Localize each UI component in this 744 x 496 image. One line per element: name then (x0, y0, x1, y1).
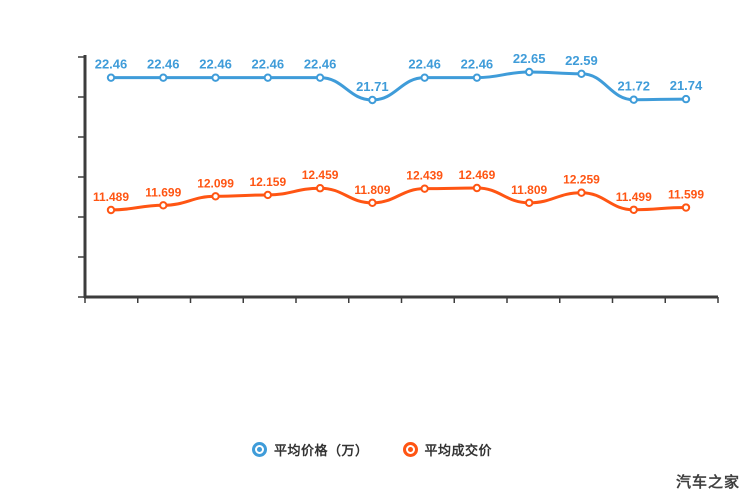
legend-label-avg-price: 平均价格（万） (273, 443, 369, 458)
data-point-label: 11.809 (511, 183, 547, 197)
data-point-marker[interactable] (263, 190, 273, 200)
data-point-label: 22.46 (147, 57, 180, 72)
data-point-marker[interactable] (263, 73, 273, 82)
data-point-marker[interactable] (681, 203, 691, 212)
data-point-marker[interactable] (629, 95, 638, 104)
data-point-marker[interactable] (472, 73, 482, 82)
data-point-marker[interactable] (368, 95, 377, 105)
data-point-marker[interactable] (629, 205, 638, 214)
data-point-marker[interactable] (159, 201, 168, 210)
data-point-label: 11.599 (668, 188, 704, 202)
data-point-label: 11.499 (616, 190, 652, 204)
data-point-label: 22.46 (408, 57, 441, 72)
legend-marker-orange-icon (402, 442, 418, 457)
data-point-marker[interactable] (524, 198, 534, 208)
data-point-label: 22.46 (252, 57, 285, 72)
legend-label-avg-deal-price: 平均成交价 (424, 443, 493, 458)
series-line-0 (111, 70, 687, 102)
data-point-label: 11.809 (354, 183, 390, 197)
data-point-label: 22.65 (513, 51, 546, 66)
legend-item-avg-price[interactable]: 平均价格（万） (251, 440, 369, 459)
data-point-marker[interactable] (211, 73, 220, 82)
data-point-label: 21.74 (670, 78, 703, 93)
data-point-label: 12.469 (459, 168, 496, 182)
data-point-label: 12.259 (563, 173, 600, 187)
autohome-watermark: 汽车之家 (675, 474, 740, 491)
data-point-marker[interactable] (211, 192, 220, 201)
data-point-marker[interactable] (577, 69, 586, 78)
data-point-marker[interactable] (106, 73, 116, 82)
data-point-marker[interactable] (106, 205, 116, 215)
data-point-marker[interactable] (159, 73, 168, 82)
legend-marker-blue-icon (251, 442, 267, 457)
data-point-label: 12.439 (406, 169, 443, 183)
data-point-marker[interactable] (420, 184, 429, 193)
data-point-marker[interactable] (524, 67, 534, 77)
data-point-marker[interactable] (315, 184, 325, 193)
data-point-label: 22.59 (565, 53, 598, 68)
data-point-label: 12.459 (302, 168, 339, 182)
data-point-label: 21.71 (356, 79, 389, 94)
legend-item-avg-deal-price[interactable]: 平均成交价 (402, 440, 493, 459)
data-point-label: 21.72 (617, 79, 650, 94)
series-line-1 (110, 186, 687, 212)
data-point-label: 22.46 (95, 57, 128, 72)
data-point-label: 22.46 (304, 57, 337, 72)
data-point-marker[interactable] (420, 73, 429, 82)
chart-legend: 平均价格（万） 平均成交价 (0, 440, 744, 459)
data-point-label: 12.159 (249, 175, 286, 189)
data-point-label: 22.46 (199, 57, 232, 72)
data-point-marker[interactable] (577, 188, 586, 197)
data-point-marker[interactable] (315, 73, 325, 82)
data-point-label: 11.699 (145, 185, 181, 199)
data-point-label: 11.489 (93, 190, 129, 204)
data-point-label: 12.099 (197, 176, 234, 190)
data-point-marker[interactable] (472, 183, 482, 193)
data-point-marker[interactable] (368, 198, 377, 208)
data-point-label: 22.46 (461, 57, 494, 72)
data-point-marker[interactable] (681, 94, 691, 104)
